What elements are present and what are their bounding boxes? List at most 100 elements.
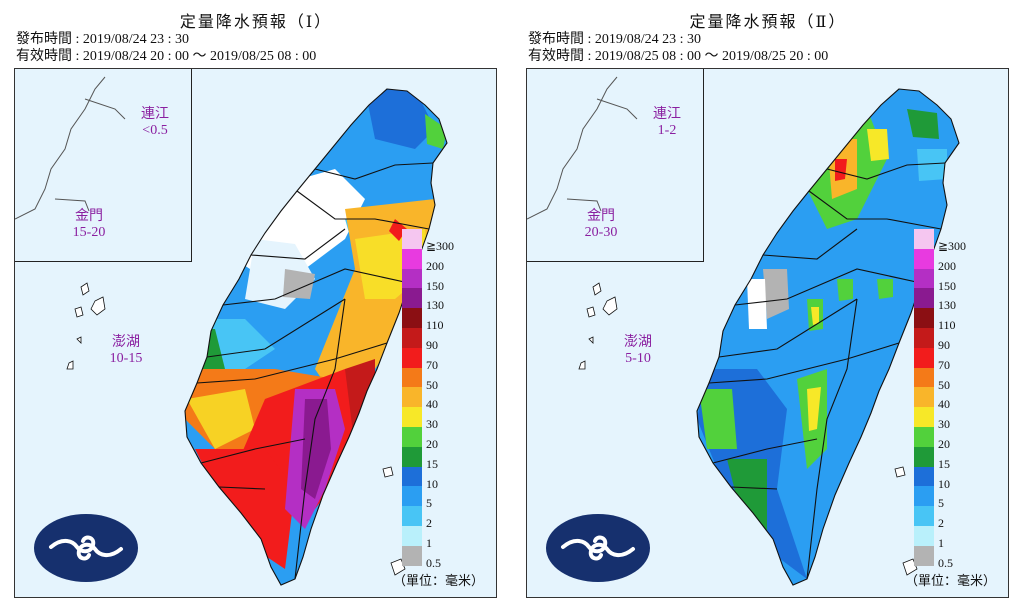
penghu-name: 澎湖 [112, 335, 140, 350]
legend-label: 2 [426, 516, 432, 531]
legend-item: 30 [402, 407, 474, 431]
matsu-value: <0.5 [142, 123, 168, 138]
legend-item: 50 [914, 367, 986, 392]
kinmen-name: 金門 [587, 209, 615, 224]
legend-label: 110 [938, 318, 956, 333]
legend-item: 150 [402, 268, 474, 293]
legend-item: 110 [914, 308, 986, 332]
inset-coastline [527, 76, 638, 220]
legend-item: 50 [402, 367, 474, 392]
legend-swatch [402, 426, 422, 447]
matsu-label: 連江 1-2 [645, 107, 689, 139]
legend-swatch [914, 268, 934, 289]
legend-item: 10 [402, 466, 474, 491]
legend-swatch [914, 308, 934, 328]
legend-label: 200 [426, 258, 444, 273]
legend-swatch [402, 407, 422, 427]
legend-item: 40 [402, 387, 474, 411]
legend-item: 15 [914, 446, 986, 471]
legend-label: 1 [938, 535, 944, 550]
legend-label: 20 [426, 436, 438, 451]
legend-item: 20 [914, 426, 986, 451]
legend-swatch [402, 525, 422, 546]
legend-swatch [914, 525, 934, 546]
legend-swatch [914, 506, 934, 526]
legend-item: 0.5 [914, 545, 986, 570]
legend-label: 15 [938, 456, 950, 471]
matsu-label: 連江 <0.5 [133, 107, 177, 139]
issue-value: 2019/08/24 23 : 30 [594, 32, 702, 47]
legend-label: 130 [426, 298, 444, 313]
taiwan-rainfall-map [66, 88, 448, 586]
legend-item: ≧300 [402, 229, 474, 253]
legend-item: 1 [402, 525, 474, 550]
legend-swatch [402, 229, 422, 249]
legend-swatch [402, 486, 422, 507]
cwb-logo [546, 514, 650, 582]
legend-item: 200 [914, 248, 986, 273]
legend-swatch [402, 288, 422, 309]
legend-swatch [914, 327, 934, 348]
legend-item: ≧300 [914, 229, 986, 253]
legend-label: 0.5 [426, 555, 441, 570]
legend-item: 5 [914, 486, 986, 510]
legend-swatch [914, 288, 934, 309]
legend-item: 0.5 [402, 545, 474, 570]
kinmen-name: 金門 [75, 209, 103, 224]
legend-swatch [402, 466, 422, 487]
legend-label: 30 [426, 417, 438, 432]
legend-item: 130 [914, 288, 986, 312]
kinmen-matsu-inset [15, 69, 192, 262]
legend-swatch [914, 229, 934, 249]
penghu-islands [66, 282, 106, 370]
unit-label: （單位：毫米） [392, 574, 484, 589]
cwb-logo [34, 514, 138, 582]
legend-swatch [402, 347, 422, 368]
legend-swatch [402, 248, 422, 269]
legend-label: 2 [938, 516, 944, 531]
county-boundaries [184, 88, 448, 586]
legend-swatch [914, 248, 934, 269]
legend-swatch [402, 387, 422, 408]
legend-item: 20 [402, 426, 474, 451]
legend-item: 150 [914, 268, 986, 293]
legend-label: 50 [426, 377, 438, 392]
valid-time: 有效時間 : 2019/08/24 20 : 00 ～ 2019/08/25 0… [16, 49, 317, 64]
legend-swatch [914, 426, 934, 447]
matsu-value: 1-2 [657, 123, 677, 138]
legend-label: 1 [426, 535, 432, 550]
penghu-label: 澎湖 10-15 [99, 335, 153, 367]
legend-swatch [402, 327, 422, 348]
legend-label: 30 [938, 417, 950, 432]
rainfall-legend: ≧300 200 150 130 110 90 70 50 40 30 20 1… [402, 229, 474, 570]
penghu-value: 10-15 [109, 351, 143, 366]
qpf-panel-2: 定量降水預報（Ⅱ） 發布時間 : 2019/08/24 23 : 30 有效時間… [512, 0, 1024, 602]
unit-label: （單位：毫米） [904, 574, 996, 589]
valid-time: 有效時間 : 2019/08/25 08 : 00 ～ 2019/08/25 2… [528, 49, 829, 64]
issue-label: 發布時間 [16, 32, 72, 47]
legend-item: 90 [914, 327, 986, 352]
legend-label: 50 [938, 377, 950, 392]
legend-label: 5 [426, 496, 432, 511]
rainfall-map: 連江 <0.5 金門 15-20 澎湖 10-15 ≧300 200 150 130 … [14, 68, 497, 598]
legend-swatch [914, 387, 934, 408]
legend-swatch [914, 407, 934, 427]
legend-item: 200 [402, 248, 474, 273]
valid-label: 有效時間 [528, 49, 584, 64]
taiwan-rainfall-map [578, 88, 960, 586]
legend-label: 150 [938, 278, 956, 293]
valid-label: 有效時間 [16, 49, 72, 64]
legend-item: 70 [914, 347, 986, 372]
legend-item: 10 [914, 466, 986, 491]
legend-swatch [402, 367, 422, 388]
legend-swatch [914, 545, 934, 566]
issue-time: 發布時間 : 2019/08/24 23 : 30 [528, 32, 702, 47]
penghu-value: 5-10 [625, 351, 651, 366]
legend-label: 70 [426, 357, 438, 372]
legend-item: 130 [402, 288, 474, 312]
legend-swatch [402, 446, 422, 467]
rainfall-legend: ≧300 200 150 130 110 90 70 50 40 30 20 1… [914, 229, 986, 570]
legend-label: 20 [938, 436, 950, 451]
legend-label: 10 [938, 476, 950, 491]
valid-value: 2019/08/24 20 : 00 ～ 2019/08/25 08 : 00 [82, 49, 317, 64]
